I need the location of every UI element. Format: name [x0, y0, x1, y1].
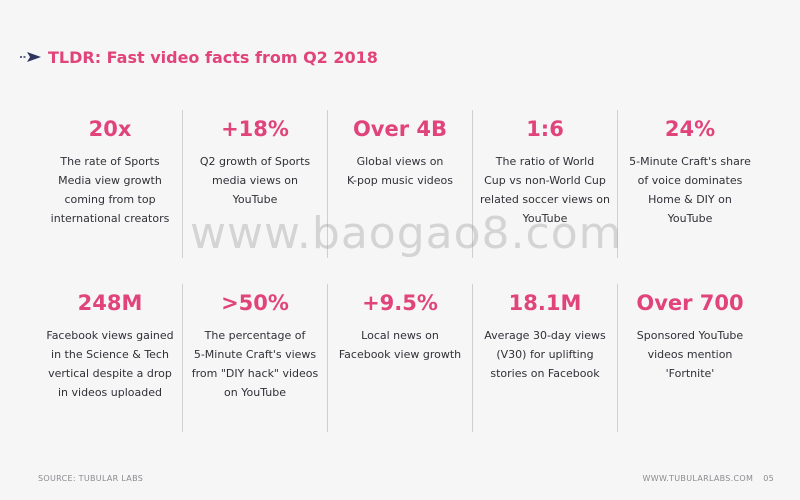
- fact-description-line: YouTube: [232, 193, 278, 206]
- fact-description-line: 5-Minute Craft's share: [629, 155, 751, 168]
- fact-card: 20x The rate of Sports Media view growth…: [38, 110, 182, 258]
- footer-source: SOURCE: TUBULAR LABS: [38, 474, 144, 483]
- fact-description-line: from "DIY hack" videos: [191, 367, 319, 380]
- fact-description-line: videos mention 'Fortnite': [647, 348, 733, 380]
- fact-description: Local news on Facebook view growth: [332, 326, 468, 364]
- facts-row-2: 248M Facebook views gained in the Scienc…: [38, 284, 762, 444]
- fact-stat: Over 4B: [352, 117, 448, 141]
- fact-description: Facebook views gained in the Science & T…: [42, 326, 178, 402]
- fact-description-line: (V30) for uplifting: [496, 348, 594, 361]
- fact-description-line: vertical despite a drop: [48, 367, 172, 380]
- fact-description-line: in the Science & Tech: [51, 348, 169, 361]
- fact-card: >50% The percentage of 5-Minute Craft's …: [182, 284, 327, 432]
- fact-description: The percentage of 5-Minute Craft's views…: [187, 326, 323, 402]
- fact-description-line: Average 30-day views: [484, 329, 606, 342]
- fact-description-line: related soccer views on: [479, 193, 610, 206]
- header: TLDR: Fast video facts from Q2 2018: [20, 44, 378, 70]
- fact-description-line: Facebook views gained: [46, 329, 174, 342]
- facts-row-1: 20x The rate of Sports Media view growth…: [38, 110, 762, 270]
- fact-stat: 18.1M: [508, 291, 582, 315]
- fact-description-line: Home & DIY on: [648, 193, 732, 206]
- fact-stat: Over 700: [636, 291, 744, 315]
- fact-description-line: The rate of Sports: [60, 155, 160, 168]
- fact-description-line: Local news on: [361, 329, 439, 342]
- fact-stat: 248M: [77, 291, 143, 315]
- fact-description-line: Facebook view growth: [338, 348, 462, 361]
- fact-card: 24% 5-Minute Craft's share of voice domi…: [617, 110, 762, 258]
- fact-description-line: The ratio of World: [495, 155, 595, 168]
- fact-description: The rate of Sports Media view growth com…: [42, 152, 178, 228]
- footer-right: WWW.TUBULARLABS.COM 05: [643, 474, 774, 483]
- fact-description-line: international creators: [50, 212, 170, 225]
- fact-stat: 24%: [664, 117, 716, 141]
- fact-description-line: media views on: [211, 174, 299, 187]
- page-title: TLDR: Fast video facts from Q2 2018: [48, 47, 378, 67]
- fact-description-line: Global views on: [356, 155, 444, 168]
- fact-card: 1:6 The ratio of World Cup vs non-World …: [472, 110, 617, 258]
- fact-description: Global views on K-pop music videos: [332, 152, 468, 190]
- fact-stat: +18%: [221, 117, 289, 141]
- fact-description-line: of voice dominates: [637, 174, 743, 187]
- fact-card: 18.1M Average 30-day views (V30) for upl…: [472, 284, 617, 432]
- fact-description-line: The percentage of: [204, 329, 306, 342]
- arrow-icon: [20, 52, 41, 62]
- fact-description-line: on YouTube: [224, 386, 286, 399]
- fact-stat: 1:6: [526, 117, 564, 141]
- fact-description: Sponsored YouTube videos mention 'Fortni…: [622, 326, 758, 383]
- fact-card: Over 4B Global views on K-pop music vide…: [327, 110, 472, 258]
- fact-description: The ratio of World Cup vs non-World Cup …: [477, 152, 613, 228]
- fact-stat: +9.5%: [362, 291, 438, 315]
- fact-description-line: YouTube: [667, 212, 713, 225]
- fact-card: Over 700 Sponsored YouTube videos mentio…: [617, 284, 762, 432]
- fact-card: +18% Q2 growth of Sports media views on …: [182, 110, 327, 258]
- fact-description-line: stories on Facebook: [490, 367, 600, 380]
- fact-description-line: Media view growth: [58, 174, 162, 187]
- fact-stat: >50%: [221, 291, 289, 315]
- watermark: www.baogao8.com: [190, 208, 623, 259]
- fact-description-line: YouTube: [522, 212, 568, 225]
- fact-description: Q2 growth of Sports media views on YouTu…: [187, 152, 323, 209]
- fact-description: Average 30-day views (V30) for uplifting…: [477, 326, 613, 383]
- fact-card: +9.5% Local news on Facebook view growth: [327, 284, 472, 432]
- fact-description-line: coming from top: [64, 193, 156, 206]
- fact-description-line: in videos uploaded: [57, 386, 162, 399]
- fact-card: 248M Facebook views gained in the Scienc…: [38, 284, 182, 432]
- fact-description-line: 5-Minute Craft's views: [193, 348, 317, 361]
- fact-description-line: Cup vs non-World Cup: [484, 174, 606, 187]
- fact-description-line: Q2 growth of Sports: [199, 155, 311, 168]
- fact-description-line: K-pop music videos: [346, 174, 453, 187]
- page-number: 05: [763, 474, 774, 483]
- footer-site-link[interactable]: WWW.TUBULARLABS.COM: [642, 474, 754, 483]
- fact-stat: 20x: [88, 117, 132, 141]
- fact-description-line: Sponsored YouTube: [636, 329, 744, 342]
- fact-description: 5-Minute Craft's share of voice dominate…: [622, 152, 758, 228]
- facts-grid: 20x The rate of Sports Media view growth…: [38, 110, 762, 444]
